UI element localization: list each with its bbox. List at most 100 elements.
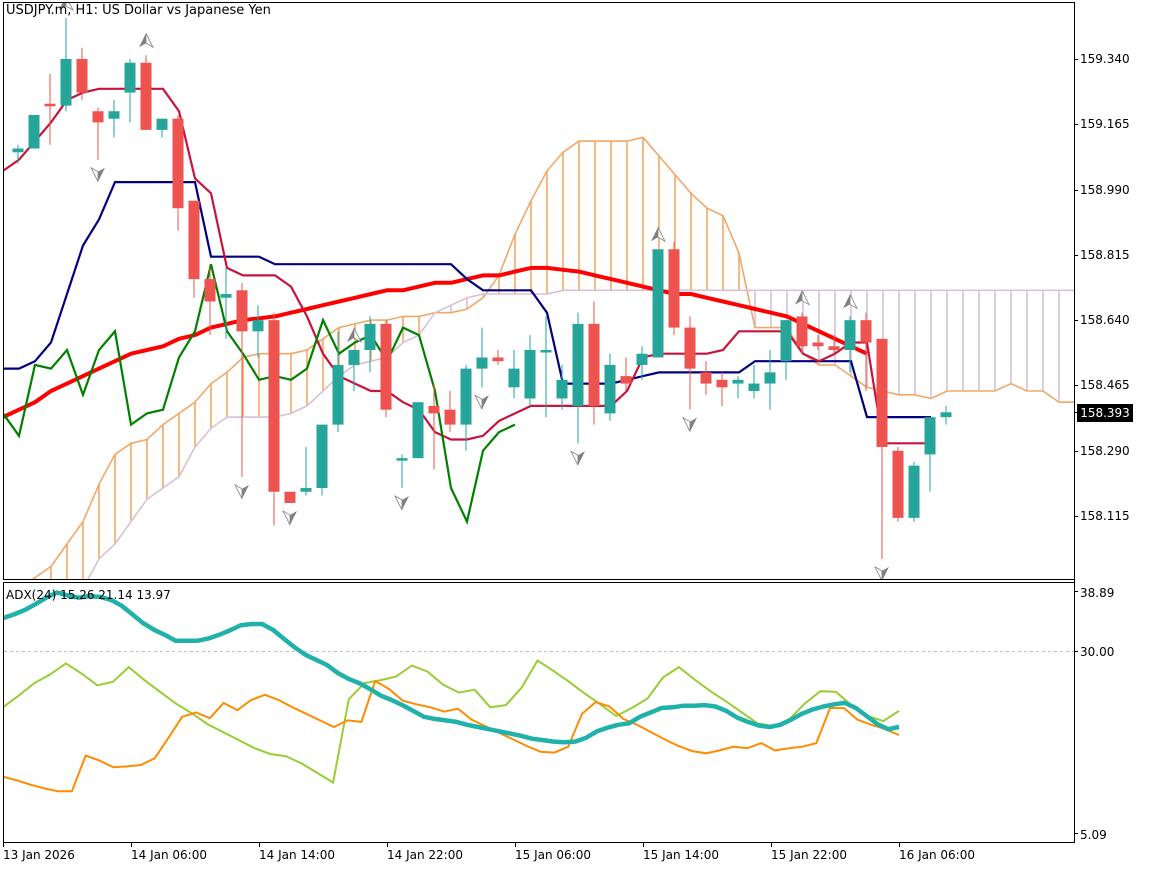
candle[interactable]	[588, 301, 600, 425]
candle[interactable]	[540, 316, 552, 418]
candle[interactable]	[220, 267, 232, 339]
candle[interactable]	[332, 331, 344, 433]
candle[interactable]	[380, 320, 392, 418]
price-tick-label: 158.465	[1080, 378, 1130, 392]
candle[interactable]	[780, 320, 792, 380]
time-tick-label: 14 Jan 14:00	[259, 848, 335, 862]
candle[interactable]	[476, 327, 488, 388]
candle[interactable]	[236, 282, 248, 477]
candle[interactable]	[940, 405, 952, 425]
fractal-down-arrow-icon	[394, 495, 409, 511]
fractal-up-arrow-icon	[651, 227, 666, 243]
time-tick-label: 16 Jan 06:00	[899, 848, 975, 862]
candle[interactable]	[188, 200, 200, 298]
candle[interactable]	[716, 372, 728, 406]
fractal-up-arrow-icon	[843, 294, 858, 310]
candle[interactable]	[204, 267, 216, 336]
fractal-up-arrow-icon	[139, 33, 154, 49]
candle[interactable]	[908, 461, 920, 522]
candle[interactable]	[396, 454, 408, 489]
price-tick-label: 158.290	[1080, 444, 1130, 458]
candle[interactable]	[252, 305, 264, 358]
candle[interactable]	[108, 100, 120, 138]
candle[interactable]	[732, 376, 744, 399]
candle[interactable]	[700, 361, 712, 395]
candle[interactable]	[508, 349, 520, 399]
candle[interactable]	[684, 316, 696, 410]
candle[interactable]	[300, 446, 312, 496]
candle[interactable]	[348, 349, 360, 392]
candle[interactable]	[460, 364, 472, 451]
candle[interactable]	[140, 55, 152, 130]
time-tick-label: 15 Jan 22:00	[771, 848, 847, 862]
adx-indicator-label: ADX(24) 15.26 21.14 13.97	[6, 588, 171, 602]
price-tick-label: 159.340	[1080, 52, 1130, 66]
adx-tick-label: 5.09	[1080, 828, 1107, 842]
candle[interactable]	[92, 107, 104, 160]
candlesticks[interactable]	[12, 17, 952, 559]
candle[interactable]	[828, 335, 840, 354]
fractal-down-arrow-icon	[282, 509, 297, 526]
fractal-down-arrow-icon	[682, 416, 697, 432]
candle[interactable]	[428, 383, 440, 470]
candle[interactable]	[12, 144, 24, 164]
candle[interactable]	[492, 349, 504, 365]
fractal-down-arrow-icon	[570, 450, 585, 466]
candle[interactable]	[748, 364, 760, 399]
candle[interactable]	[764, 349, 776, 410]
time-tick-label: 14 Jan 06:00	[131, 848, 207, 862]
candle[interactable]	[156, 118, 168, 138]
candle[interactable]	[76, 47, 88, 101]
adx-panel-frame	[3, 582, 1075, 843]
adx-tick-label: 30.00	[1080, 645, 1115, 659]
time-tick-label: 13 Jan 2026	[3, 848, 75, 862]
ichimoku-cloud	[31, 136, 1074, 579]
fractal-up-arrow-icon	[59, 3, 74, 11]
time-tick-label: 15 Jan 14:00	[643, 848, 719, 862]
price-tick-label: 159.165	[1080, 117, 1130, 131]
price-tick-label: 158.990	[1080, 183, 1130, 197]
current-price-tag: 158.393	[1077, 404, 1133, 422]
price-tick-label: 158.640	[1080, 313, 1130, 327]
fractal-down-arrow-icon	[90, 166, 105, 182]
candle[interactable]	[876, 338, 888, 559]
candle[interactable]	[860, 312, 872, 392]
time-tick-label: 14 Jan 22:00	[387, 848, 463, 862]
candle[interactable]	[60, 17, 72, 112]
axes-ticks	[3, 2, 1078, 847]
candle[interactable]	[316, 424, 328, 496]
candle[interactable]	[892, 446, 904, 522]
candle[interactable]	[364, 316, 376, 373]
adx-tick-label: 38.89	[1080, 586, 1115, 600]
candle[interactable]	[284, 491, 296, 503]
price-tick-label: 158.815	[1080, 248, 1130, 262]
candle[interactable]	[268, 312, 280, 526]
candle[interactable]	[812, 335, 824, 350]
fractal-down-arrow-icon	[474, 394, 489, 410]
candle[interactable]	[604, 353, 616, 421]
candle[interactable]	[844, 316, 856, 373]
chart-title: USDJPY.m, H1: US Dollar vs Japanese Yen	[6, 3, 271, 18]
fractal-down-arrow-icon	[234, 483, 249, 500]
candle[interactable]	[924, 417, 936, 492]
price-tick-label: 158.115	[1080, 509, 1130, 523]
candle[interactable]	[444, 391, 456, 433]
candle[interactable]	[572, 312, 584, 444]
candle[interactable]	[124, 59, 136, 123]
candle[interactable]	[524, 335, 536, 406]
candle[interactable]	[668, 241, 680, 336]
candle[interactable]	[620, 357, 632, 392]
candle[interactable]	[28, 114, 40, 149]
candle[interactable]	[652, 249, 664, 358]
candle[interactable]	[556, 364, 568, 410]
adx-lines	[4, 590, 1074, 793]
fractal-up-arrow-icon	[795, 290, 810, 306]
candle[interactable]	[796, 312, 808, 354]
candle[interactable]	[636, 346, 648, 380]
candle[interactable]	[172, 114, 184, 231]
candle[interactable]	[412, 402, 424, 459]
candle[interactable]	[44, 73, 56, 145]
fractal-down-arrow-icon	[874, 565, 889, 579]
